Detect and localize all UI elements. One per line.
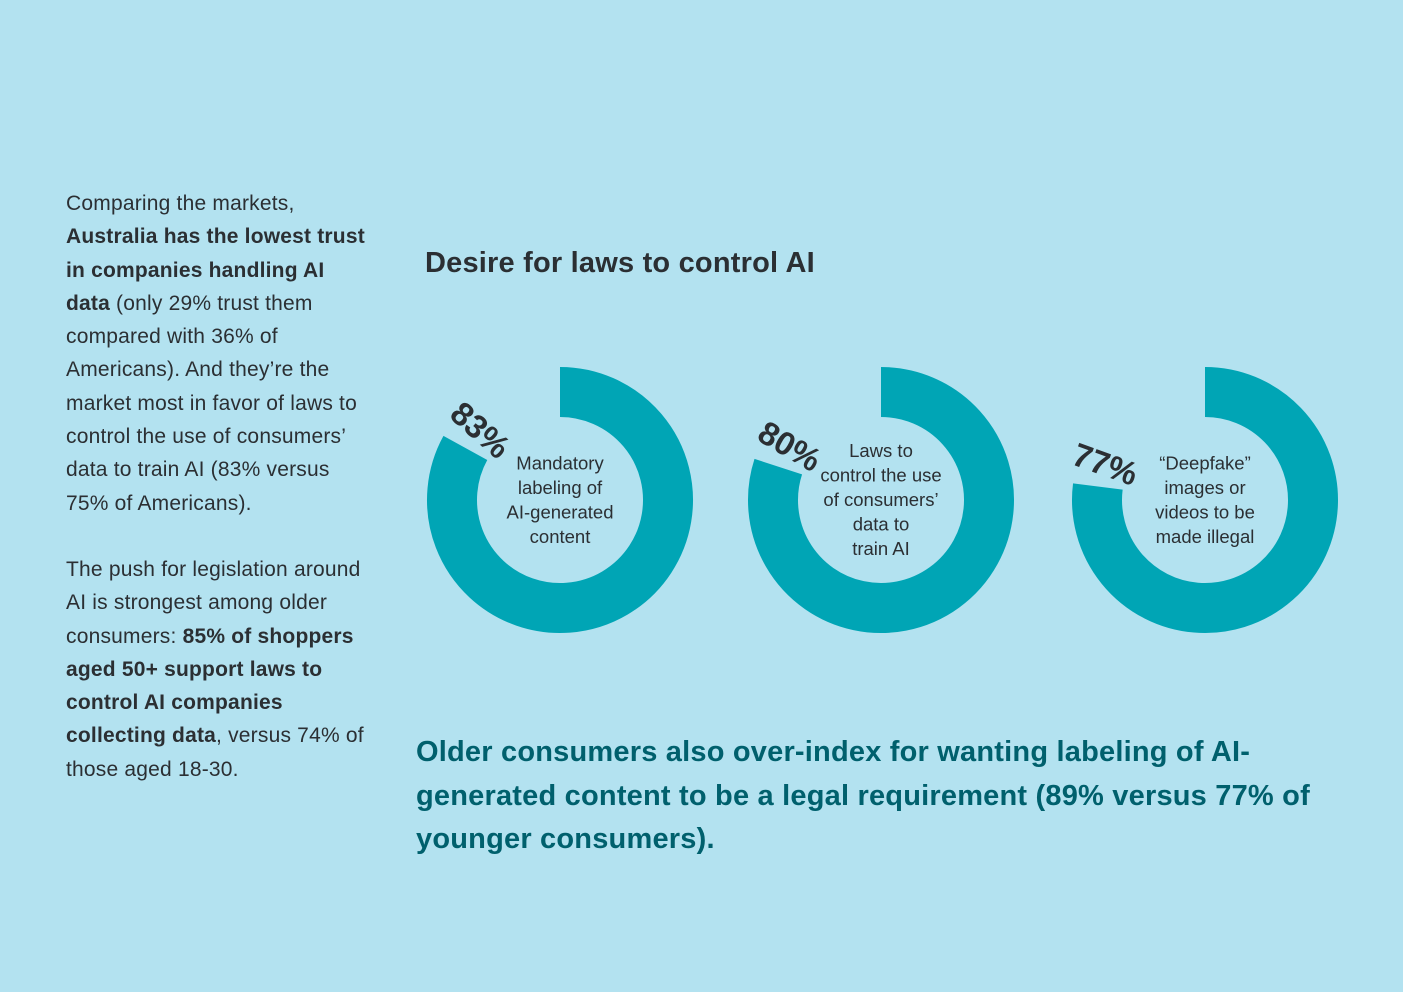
donut-arc-1 [427,367,693,633]
donut-category-label-1: Mandatory labeling of AI-generated content [507,452,614,547]
sidebar-p2-intro: The push for legislation around AI is st… [66,557,361,648]
chart-title: Desire for laws to control AI [425,247,815,279]
donut-1: 83%Mandatory labeling of AI-generated conte… [427,367,693,633]
donut-label-line: “Deepfake” [1159,452,1251,473]
sidebar-paragraph-2: The push for legislation around AI is st… [66,553,371,786]
sidebar-p2-bold: 85% of shoppers aged 50+ support laws to… [66,624,354,748]
donut-label-line: data to [853,514,910,535]
donut-label-line: labeling of [518,477,603,498]
donut-label-line: control the use [820,465,941,486]
donut-2: 80% Laws to control the use of consumers’ da… [748,367,1014,633]
donut-label-line: content [530,526,591,547]
sidebar-p1-rest: (only 29% trust them compared with 36% o… [66,291,357,515]
donut-label-line: of consumers’ [823,489,938,510]
donut-category-label-3: “Deepfake” images or videos to be made ille… [1155,452,1255,547]
donut-category-label-2: Laws to control the use of consumers’ data … [820,440,941,559]
highlight-statement: Older consumers also over-index for want… [416,736,1310,855]
sidebar-p2-rest: , versus 74% of those aged 18-30. [66,724,364,781]
donut-arc-2 [748,367,1014,633]
sidebar-p1-bold: Australia has the lowest trust in compan… [66,225,365,315]
donut-label-line: train AI [852,538,910,559]
sidebar-p1-intro: Comparing the markets, [66,192,295,215]
donut-arc-3 [1072,367,1338,633]
donut-label-line: made illegal [1156,526,1255,547]
sidebar-paragraph-1: Comparing the markets, Australia has the… [66,187,371,520]
donut-label-line: images or [1164,477,1245,498]
donut-label-line: AI-generated [507,501,614,522]
donut-label-line: videos to be [1155,501,1255,522]
sidebar-text: Comparing the markets, Australia has the… [66,187,371,786]
donut-label-line: Mandatory [516,452,604,473]
donut-label-line: Laws to [849,440,913,461]
donut-3: 77% “Deepfake” images or videos to be made i… [1068,367,1338,633]
